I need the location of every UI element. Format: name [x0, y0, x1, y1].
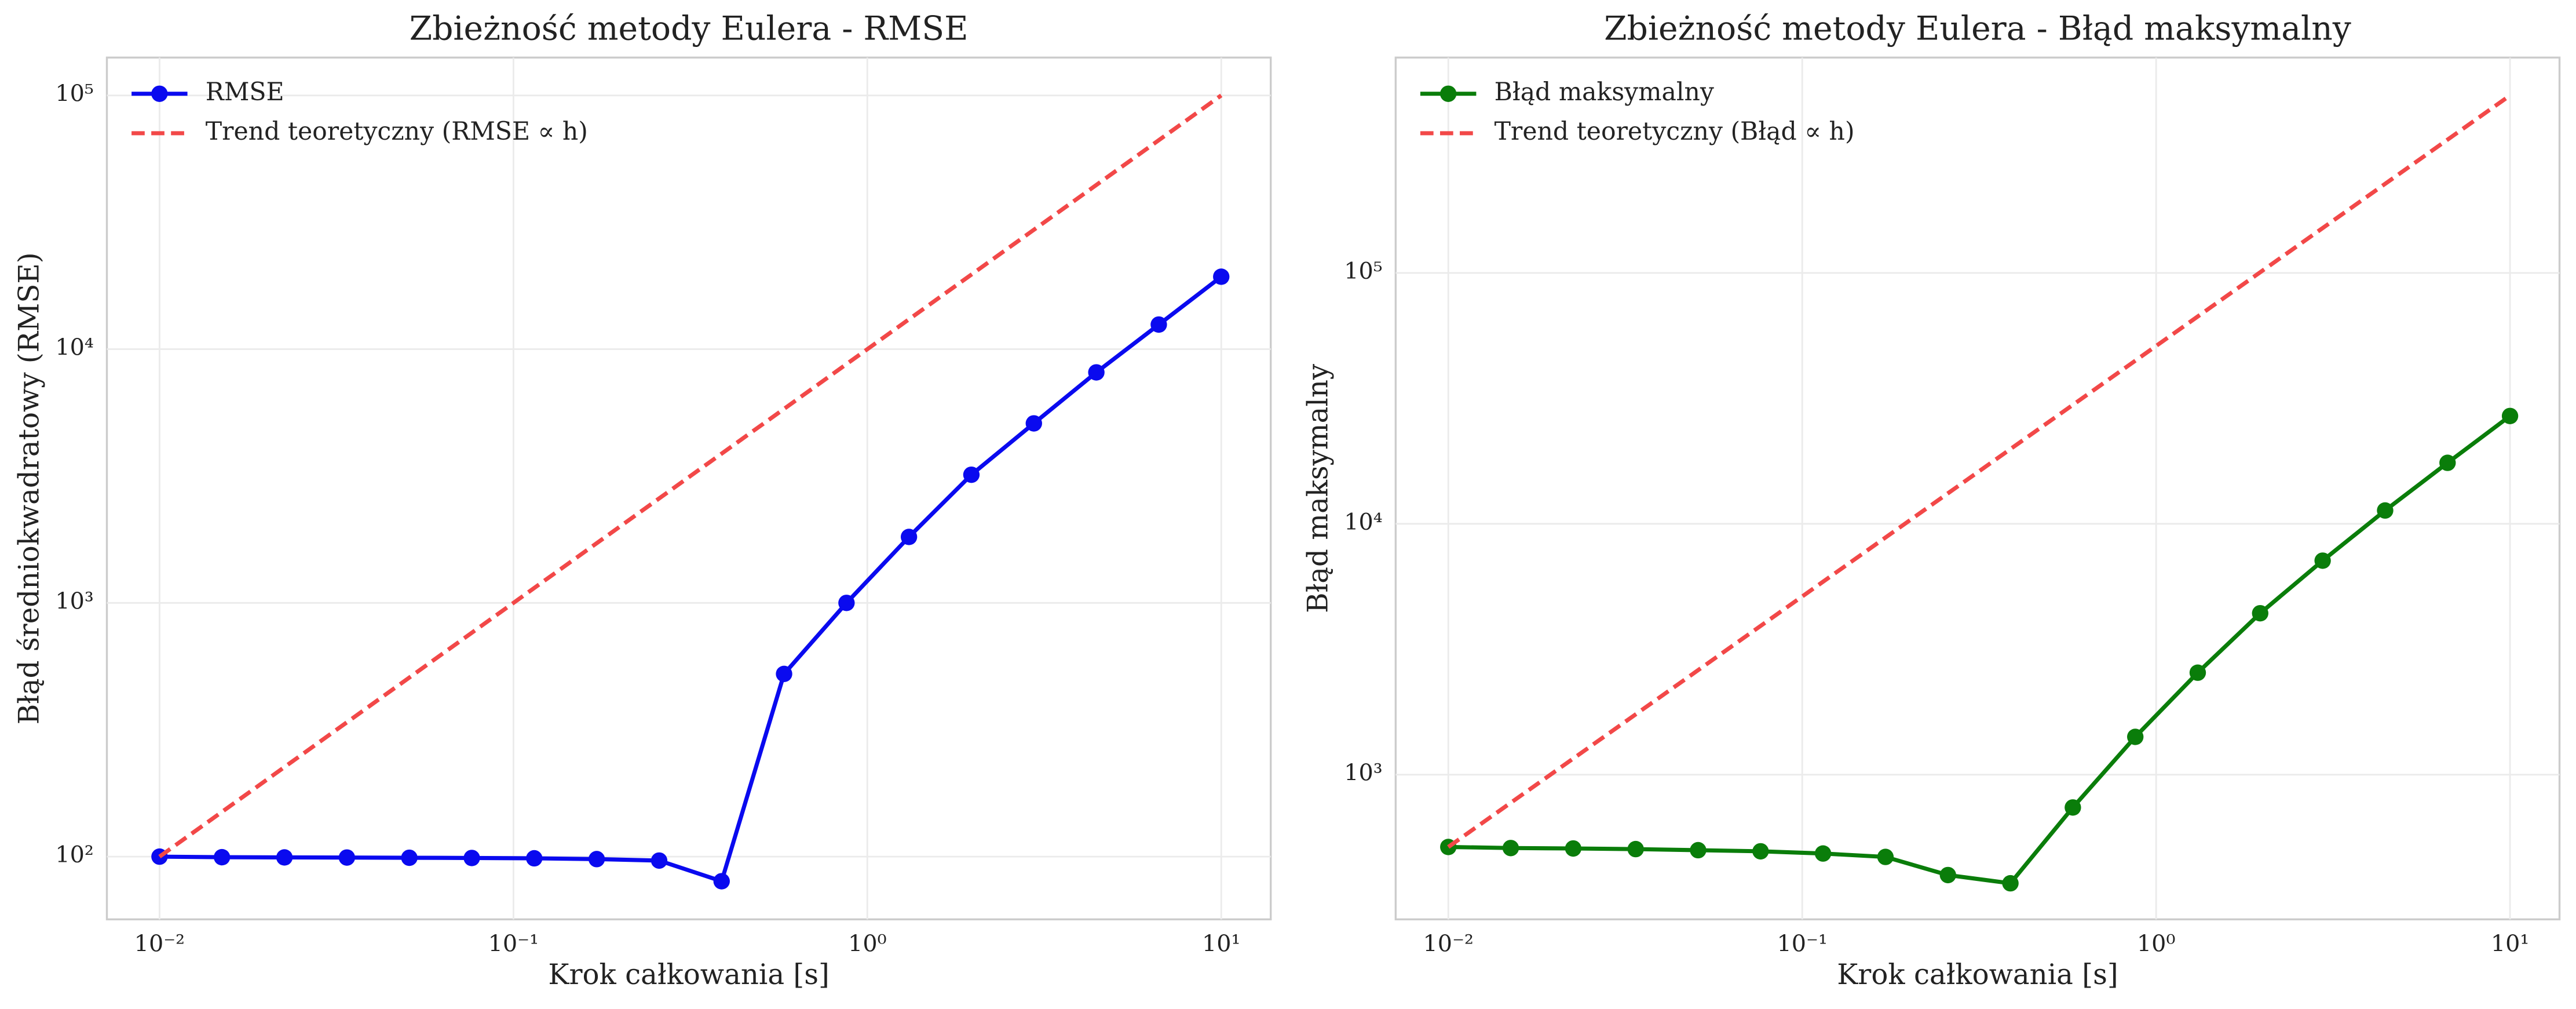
data-point — [2252, 604, 2268, 622]
data-point — [1690, 842, 1707, 859]
data-point — [2501, 407, 2519, 424]
chart-title: Zbieżność metody Eulera - Błąd maksymaln… — [1604, 9, 2351, 48]
data-point — [401, 849, 418, 866]
x-tick-label: 10⁻² — [134, 931, 185, 957]
data-point — [588, 851, 605, 868]
y-axis-label: Błąd maksymalny — [1302, 363, 1334, 613]
series-line — [1448, 414, 2512, 886]
plot-area — [1394, 56, 2561, 921]
x-tick-label: 10¹ — [2491, 931, 2529, 957]
data-point — [1213, 268, 1230, 285]
y-tick-label: 10⁵ — [1344, 258, 1382, 285]
data-point — [651, 852, 668, 869]
legend-label: Trend teoretyczny (Błąd ∝ h) — [1495, 117, 1855, 146]
series-line — [158, 93, 1223, 858]
y-tick-label: 10⁴ — [1344, 509, 1382, 536]
x-tick-label: 10¹ — [1202, 931, 1240, 957]
data-point — [276, 849, 293, 866]
data-point — [1814, 845, 1832, 862]
data-point — [1025, 415, 1042, 432]
data-point — [1150, 316, 1167, 333]
y-tick-label: 10⁵ — [55, 81, 93, 107]
y-tick-label: 10⁴ — [55, 334, 93, 360]
legend-marker — [1439, 85, 1457, 102]
series-line — [159, 275, 1223, 884]
data-point — [2065, 799, 2081, 816]
legend-label: RMSE — [206, 78, 284, 107]
data-point — [1627, 840, 1644, 858]
data-point — [713, 873, 730, 890]
data-point — [1877, 848, 1894, 865]
y-tick-label: 10² — [55, 842, 93, 868]
data-point — [2439, 454, 2456, 471]
y-tick-label: 10³ — [1344, 760, 1382, 786]
legend-label: Błąd maksymalny — [1495, 78, 1714, 107]
data-point — [213, 848, 231, 866]
data-point — [526, 850, 543, 867]
data-point — [2002, 875, 2019, 892]
data-point — [2377, 502, 2394, 519]
data-point — [2189, 664, 2206, 681]
x-tick-label: 10⁻² — [1423, 931, 1474, 957]
data-point — [338, 849, 356, 866]
x-tick-label: 10⁻¹ — [488, 931, 539, 957]
data-point — [463, 850, 480, 866]
x-tick-label: 10⁰ — [848, 931, 886, 957]
data-point — [2127, 728, 2144, 745]
chart-title: Zbieżność metody Eulera - RMSE — [410, 9, 969, 48]
data-point — [1565, 840, 1582, 857]
data-point — [2314, 552, 2331, 569]
x-tick-label: 10⁻¹ — [1777, 931, 1827, 957]
data-point — [1502, 840, 1519, 857]
legend-marker — [151, 85, 168, 102]
x-tick-label: 10⁰ — [2137, 931, 2175, 957]
data-point — [1752, 843, 1769, 860]
data-point — [1088, 364, 1105, 381]
x-axis-label: Krok całkowania [s] — [548, 959, 829, 991]
data-point — [900, 529, 918, 545]
data-point — [1939, 866, 1956, 884]
x-axis-label: Krok całkowania [s] — [1837, 959, 2118, 991]
y-tick-label: 10³ — [55, 588, 93, 614]
data-point — [776, 665, 792, 683]
legend-label: Trend teoretyczny (RMSE ∝ h) — [206, 117, 588, 146]
y-axis-label: Błąd średniokwadratowy (RMSE) — [13, 252, 45, 724]
data-point — [963, 466, 980, 483]
data-point — [838, 595, 855, 611]
